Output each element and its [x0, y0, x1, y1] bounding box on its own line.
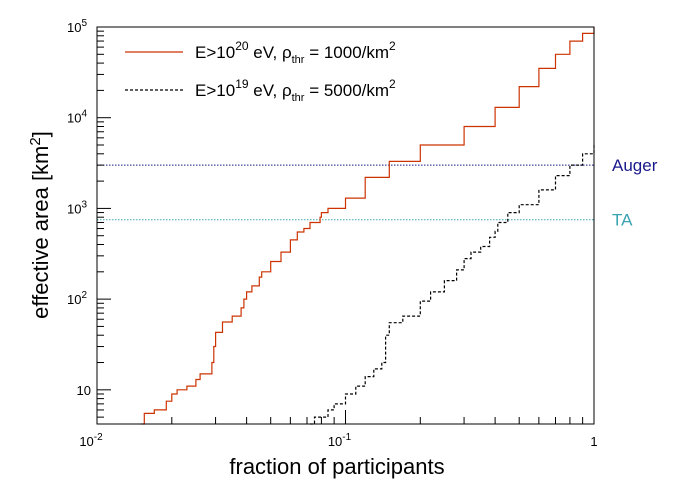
reference-lines	[97, 164, 594, 221]
reference-labels: Auger TA	[612, 156, 658, 230]
x-tick-label: 1	[590, 434, 597, 449]
tick-labels: 10-2 10-1 1 10 102 103 104 105	[67, 18, 598, 449]
y-axis-title: effective area [km2]	[27, 131, 53, 319]
series-layer	[140, 27, 595, 425]
series-line-1	[140, 27, 595, 425]
y-tick-label: 105	[67, 18, 87, 35]
ref-label-auger: Auger	[612, 156, 658, 175]
series-line-2	[310, 143, 595, 425]
ref-label-ta: TA	[612, 211, 633, 230]
legend-label-1: E>1020 eV, ρthr = 1000/km2	[195, 39, 396, 66]
legend: E>1020 eV, ρthr = 1000/km2 E>1019 eV, ρth…	[125, 39, 396, 104]
x-tick-label: 10-2	[79, 432, 103, 449]
y-tick-label: 103	[67, 199, 87, 216]
axis-ticks	[96, 26, 595, 424]
x-tick-label: 10-1	[328, 432, 352, 449]
y-tick-label: 102	[67, 290, 87, 307]
legend-label-2: E>1019 eV, ρthr = 5000/km2	[195, 77, 396, 104]
y-tick-label: 104	[67, 109, 87, 126]
y-tick-label: 10	[77, 383, 91, 398]
x-axis-title: fraction of participants	[229, 454, 444, 479]
